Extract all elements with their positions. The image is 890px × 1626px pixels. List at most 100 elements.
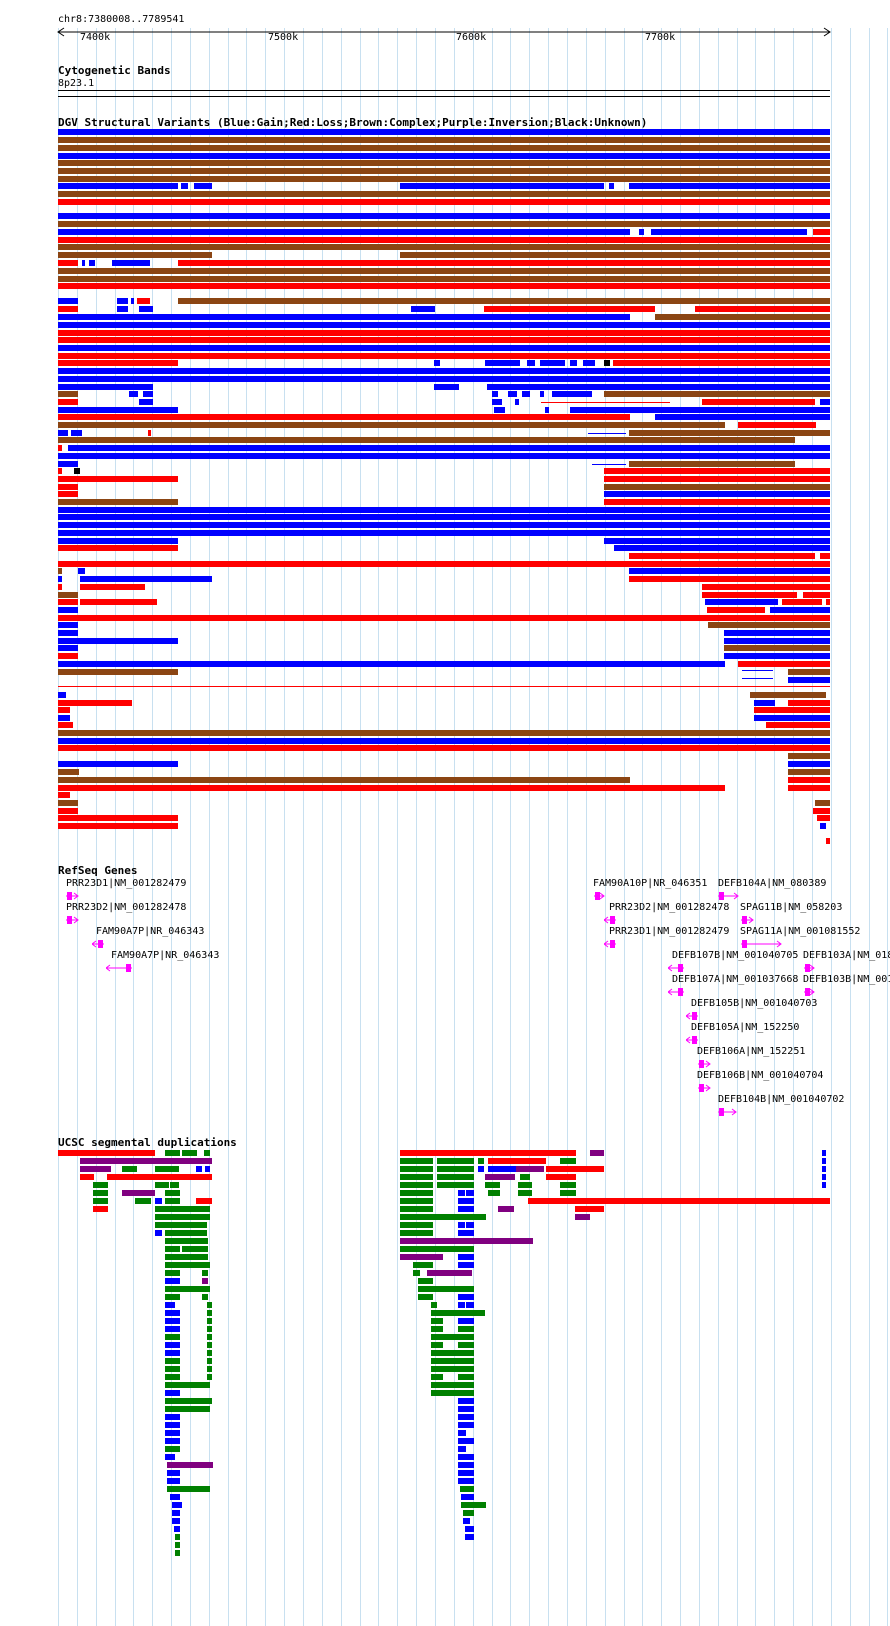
segdup-bar[interactable] <box>202 1278 208 1284</box>
variant-bar[interactable] <box>58 199 830 205</box>
segdup-bar[interactable] <box>488 1190 500 1196</box>
variant-bar[interactable] <box>58 437 795 443</box>
segdup-bar[interactable] <box>431 1350 474 1356</box>
segdup-bar[interactable] <box>575 1214 590 1220</box>
segdup-bar[interactable] <box>437 1174 474 1180</box>
segdup-bar[interactable] <box>207 1350 212 1356</box>
segdup-bar[interactable] <box>485 1182 500 1188</box>
segdup-bar[interactable] <box>122 1190 155 1196</box>
variant-bar[interactable] <box>58 221 830 227</box>
segdup-bar[interactable] <box>107 1174 212 1180</box>
segdup-bar[interactable] <box>175 1534 180 1540</box>
variant-bar[interactable] <box>570 407 830 413</box>
segdup-bar[interactable] <box>463 1518 470 1524</box>
variant-bar[interactable] <box>58 738 830 744</box>
segdup-bar[interactable] <box>458 1414 474 1420</box>
variant-bar[interactable] <box>58 622 78 628</box>
segdup-bar[interactable] <box>400 1254 443 1260</box>
variant-bar[interactable] <box>58 314 630 320</box>
variant-bar[interactable] <box>400 252 830 258</box>
segdup-bar[interactable] <box>466 1190 474 1196</box>
variant-bar[interactable] <box>708 622 830 628</box>
variant-bar[interactable] <box>522 391 530 397</box>
segdup-bar[interactable] <box>437 1182 474 1188</box>
segdup-bar[interactable] <box>165 1254 208 1260</box>
variant-bar[interactable] <box>58 376 830 382</box>
segdup-bar[interactable] <box>207 1318 212 1324</box>
variant-bar[interactable] <box>702 592 797 598</box>
variant-bar[interactable] <box>695 306 830 312</box>
variant-bar[interactable] <box>724 630 830 636</box>
variant-bar[interactable] <box>702 399 815 405</box>
variant-bar[interactable] <box>788 700 830 706</box>
segdup-bar[interactable] <box>458 1430 466 1436</box>
variant-bar[interactable] <box>629 461 795 467</box>
segdup-bar[interactable] <box>466 1302 474 1308</box>
segdup-bar[interactable] <box>58 1150 155 1156</box>
variant-bar[interactable] <box>629 553 815 559</box>
variant-bar[interactable] <box>58 407 178 413</box>
segdup-bar[interactable] <box>167 1462 213 1468</box>
segdup-bar[interactable] <box>488 1166 516 1172</box>
variant-bar[interactable] <box>724 645 830 651</box>
segdup-bar[interactable] <box>207 1358 212 1364</box>
variant-bar[interactable] <box>487 384 830 390</box>
segdup-bar[interactable] <box>80 1158 212 1164</box>
segdup-bar[interactable] <box>400 1174 433 1180</box>
variant-line[interactable] <box>742 678 773 679</box>
variant-bar[interactable] <box>58 484 78 490</box>
variant-bar[interactable] <box>583 360 595 366</box>
variant-bar[interactable] <box>58 653 78 659</box>
segdup-bar[interactable] <box>458 1422 474 1428</box>
variant-bar[interactable] <box>485 360 520 366</box>
gene-label[interactable]: FAM90A10P|NR_046351 <box>593 878 708 889</box>
segdup-bar[interactable] <box>431 1342 443 1348</box>
segdup-bar[interactable] <box>165 1398 212 1404</box>
segdup-bar[interactable] <box>167 1486 210 1492</box>
gene-label[interactable]: DEFB103B|NM_001081551 <box>803 974 890 985</box>
variant-bar[interactable] <box>552 391 592 397</box>
variant-bar[interactable] <box>58 808 78 814</box>
variant-bar[interactable] <box>754 715 830 721</box>
segdup-bar[interactable] <box>518 1182 532 1188</box>
segdup-bar[interactable] <box>560 1182 576 1188</box>
variant-bar[interactable] <box>58 244 830 250</box>
segdup-bar[interactable] <box>167 1478 180 1484</box>
variant-bar[interactable] <box>58 645 78 651</box>
variant-bar[interactable] <box>58 530 830 536</box>
segdup-bar[interactable] <box>207 1302 212 1308</box>
variant-bar[interactable] <box>754 707 830 713</box>
segdup-bar[interactable] <box>182 1246 208 1252</box>
segdup-bar[interactable] <box>207 1310 212 1316</box>
gene-label[interactable]: DEFB106B|NM_001040704 <box>697 1070 824 1081</box>
segdup-bar[interactable] <box>437 1166 474 1172</box>
variant-bar[interactable] <box>770 607 830 613</box>
segdup-bar[interactable] <box>175 1542 180 1548</box>
variant-bar[interactable] <box>148 430 151 436</box>
gene-glyph[interactable] <box>718 1106 742 1118</box>
gene-glyph[interactable] <box>698 1058 716 1070</box>
variant-bar[interactable] <box>813 229 830 235</box>
variant-bar[interactable] <box>545 407 549 413</box>
segdup-bar[interactable] <box>458 1230 474 1236</box>
variant-bar[interactable] <box>788 677 830 683</box>
segdup-bar[interactable] <box>174 1526 180 1532</box>
segdup-bar[interactable] <box>165 1422 180 1428</box>
segdup-bar[interactable] <box>400 1150 576 1156</box>
variant-bar[interactable] <box>766 722 830 728</box>
gene-label[interactable]: DEFB103A|NM_018661 <box>803 950 890 961</box>
variant-bar[interactable] <box>58 268 830 274</box>
segdup-bar[interactable] <box>822 1150 826 1156</box>
segdup-bar[interactable] <box>182 1150 197 1156</box>
segdup-bar[interactable] <box>463 1510 474 1516</box>
segdup-bar[interactable] <box>205 1166 210 1172</box>
variant-bar[interactable] <box>74 468 80 474</box>
variant-bar[interactable] <box>815 800 830 806</box>
variant-bar[interactable] <box>58 607 78 613</box>
segdup-bar[interactable] <box>165 1286 210 1292</box>
segdup-bar[interactable] <box>165 1326 180 1332</box>
segdup-bar[interactable] <box>466 1222 474 1228</box>
variant-bar[interactable] <box>58 792 70 798</box>
variant-bar[interactable] <box>58 599 78 605</box>
segdup-bar[interactable] <box>175 1550 180 1556</box>
